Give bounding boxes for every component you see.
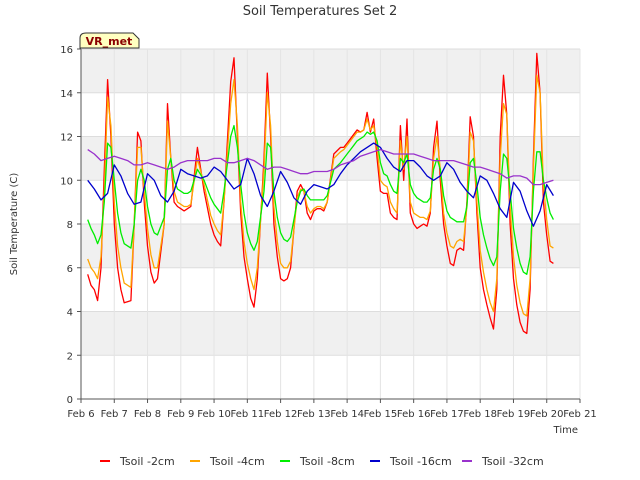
x-tick-label: Feb 12	[264, 409, 298, 420]
legend-label: Tsoil -8cm	[299, 455, 355, 468]
series-layer	[87, 52, 554, 335]
y-tick-label: 4	[67, 308, 73, 319]
x-tick-label: Feb 15	[364, 409, 398, 420]
plot-band	[81, 49, 580, 93]
legend: Tsoil -2cm Tsoil -4cm Tsoil -8cm Tsoil -16c…	[100, 455, 544, 468]
y-tick-label: 16	[60, 45, 73, 56]
series-line	[87, 142, 554, 227]
plot-band	[81, 311, 580, 356]
x-tick-label: Feb 20	[530, 409, 564, 420]
x-tick-label: Feb 21	[563, 409, 597, 420]
y-tick-label: 14	[60, 89, 73, 100]
series-line	[87, 148, 554, 186]
x-axis-label: Time	[553, 425, 578, 436]
y-tick-label: 0	[67, 395, 73, 406]
x-tick-label: Feb 19	[497, 409, 531, 420]
x-tick-label: Feb 8	[134, 409, 161, 420]
x-tick-label: Feb 10	[197, 409, 231, 420]
legend-label: Tsoil -4cm	[209, 455, 265, 468]
legend-label: Tsoil -32cm	[481, 455, 544, 468]
legend-item: Tsoil -32cm	[462, 455, 544, 468]
y-tick-label: 2	[67, 351, 73, 362]
x-tick-label: Feb 9	[167, 409, 194, 420]
vr-met-badge: VR_met	[79, 32, 140, 49]
series-line	[87, 74, 554, 317]
x-tick-label: Feb 7	[101, 409, 128, 420]
y-tick-label: 10	[60, 176, 73, 187]
x-tick-label: Feb 11	[231, 409, 265, 420]
x-tick-label: Feb 18	[463, 409, 497, 420]
x-tick-label: Feb 17	[430, 409, 464, 420]
x-tick-label: Feb 16	[397, 409, 431, 420]
legend-item: Tsoil -8cm	[280, 455, 355, 468]
x-tick-label: Feb 14	[330, 409, 364, 420]
legend-item: Tsoil -16cm	[370, 455, 452, 468]
y-axis-label: Soil Temperature (C)	[9, 173, 20, 276]
legend-label: Tsoil -16cm	[389, 455, 452, 468]
legend-label: Tsoil -2cm	[119, 455, 175, 468]
badge-label: VR_met	[86, 35, 133, 48]
legend-item: Tsoil -4cm	[190, 455, 265, 468]
y-tick-label: 12	[60, 133, 73, 144]
legend-item: Tsoil -2cm	[100, 455, 175, 468]
chart-title: Soil Temperatures Set 2	[243, 4, 398, 19]
x-tick-label: Feb 6	[67, 409, 94, 420]
plot-band	[81, 224, 580, 268]
y-tick-label: 6	[67, 264, 73, 275]
x-tick-label: Feb 13	[297, 409, 331, 420]
y-tick-label: 8	[67, 220, 73, 231]
